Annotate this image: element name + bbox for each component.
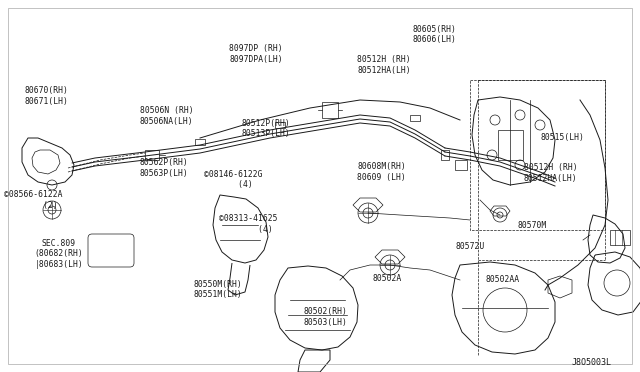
Text: J8O5003L: J8O5003L [571,358,611,367]
Bar [610,230,630,245]
Text: 80670(RH)
80671(LH): 80670(RH) 80671(LH) [24,86,68,106]
Text: 80512P(RH)
80513P(LH): 80512P(RH) 80513P(LH) [242,119,291,138]
Text: 80570M: 80570M [517,221,547,230]
Text: SEC.809
(80682(RH)
|80683(LH): SEC.809 (80682(RH) |80683(LH) [35,239,83,269]
Bar [322,102,338,118]
Bar [195,139,205,145]
Text: 80608M(RH)
80609 (LH): 80608M(RH) 80609 (LH) [357,162,406,182]
Bar [470,80,605,230]
Text: 80562P(RH)
80563P(LH): 80562P(RH) 80563P(LH) [140,158,188,178]
Bar [455,160,467,170]
Text: ©08146-6122G
       (4): ©08146-6122G (4) [204,170,262,189]
Text: 80515(LH): 80515(LH) [541,133,585,142]
Text: ©08313-41625
       (4): ©08313-41625 (4) [219,214,278,234]
Text: 8097DP (RH)
8097DPA(LH): 8097DP (RH) 8097DPA(LH) [229,44,283,64]
Text: 80605(RH)
80606(LH): 80605(RH) 80606(LH) [413,25,457,44]
Bar [498,130,523,160]
Text: 80512H (RH)
80512HA(LH): 80512H (RH) 80512HA(LH) [357,55,411,75]
Text: 80550M(RH)
80551M(LH): 80550M(RH) 80551M(LH) [193,280,242,299]
Bar [441,150,449,160]
Text: 80502AA: 80502AA [485,275,519,284]
Text: 80512H (RH)
80512HA(LH): 80512H (RH) 80512HA(LH) [524,163,577,183]
Text: ©08566-6122A
       (2): ©08566-6122A (2) [4,190,63,210]
Text: 80506N (RH)
80506NA(LH): 80506N (RH) 80506NA(LH) [140,106,193,126]
Bar [410,115,420,121]
Text: 80502(RH)
80503(LH): 80502(RH) 80503(LH) [303,307,347,327]
Bar [275,122,285,128]
Text: 80502A: 80502A [372,274,402,283]
Text: 80572U: 80572U [456,242,485,251]
